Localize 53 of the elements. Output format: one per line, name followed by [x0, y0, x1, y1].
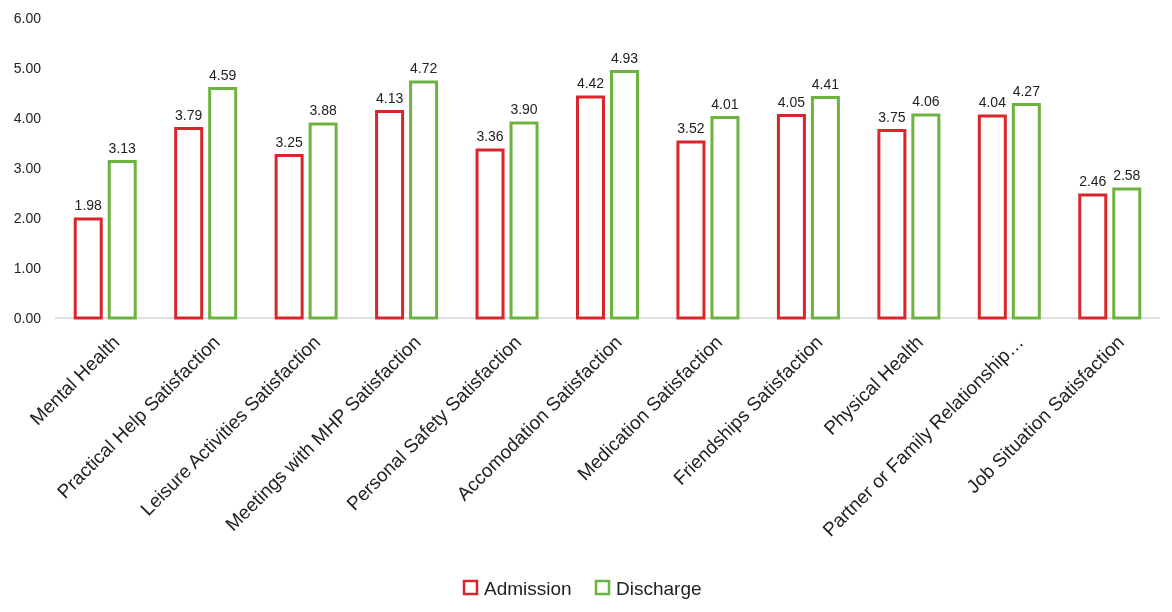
bar — [676, 140, 706, 320]
y-tick-label: 1.00 — [13, 259, 42, 276]
data-label: 3.75 — [878, 108, 906, 125]
bar — [877, 129, 907, 320]
bar — [810, 96, 840, 320]
data-label: 2.58 — [1113, 167, 1141, 183]
bar — [73, 217, 103, 320]
data-label: 4.27 — [1012, 82, 1041, 99]
bar — [1011, 103, 1041, 320]
bar — [107, 160, 137, 320]
bar — [509, 121, 539, 320]
data-label: 1.98 — [74, 197, 103, 213]
data-label: 4.42 — [576, 75, 605, 91]
data-label: 4.93 — [610, 49, 639, 66]
y-tick-label: 3.00 — [13, 159, 42, 176]
bar — [911, 113, 941, 320]
data-label: 4.41 — [811, 75, 840, 92]
bar — [409, 80, 439, 320]
bar — [174, 127, 204, 320]
bar — [274, 154, 304, 320]
data-label: 4.05 — [777, 93, 806, 110]
bar — [610, 70, 639, 320]
data-label: 3.79 — [175, 106, 203, 123]
bar — [308, 122, 338, 320]
bar — [1078, 193, 1108, 320]
y-tick-label: 6.00 — [13, 9, 42, 26]
bar — [710, 116, 740, 320]
legend-label: Discharge — [616, 577, 702, 599]
bar — [475, 148, 505, 320]
data-label: 4.59 — [209, 66, 237, 83]
y-tick-label: 2.00 — [13, 209, 42, 226]
data-label: 4.13 — [375, 89, 404, 106]
legend-label: Admission — [484, 577, 572, 599]
y-tick-label: 4.00 — [13, 109, 42, 126]
data-label: 4.01 — [711, 95, 739, 112]
bar — [977, 114, 1007, 320]
bar — [208, 87, 238, 320]
data-label: 4.04 — [978, 94, 1007, 110]
data-label: 3.13 — [108, 139, 137, 156]
data-label: 4.72 — [409, 60, 438, 76]
bar — [776, 114, 806, 320]
bar — [576, 95, 605, 320]
data-label: 4.06 — [912, 93, 940, 109]
data-label: 3.90 — [510, 101, 538, 117]
y-tick-label: 0.00 — [13, 309, 42, 326]
data-label: 2.46 — [1079, 173, 1107, 189]
bar — [1112, 187, 1142, 320]
y-tick-label: 5.00 — [13, 59, 42, 76]
data-label: 3.25 — [275, 133, 303, 150]
data-label: 3.36 — [476, 128, 504, 144]
bar — [375, 110, 405, 320]
data-label: 3.52 — [677, 120, 705, 136]
data-label: 3.88 — [309, 102, 337, 118]
